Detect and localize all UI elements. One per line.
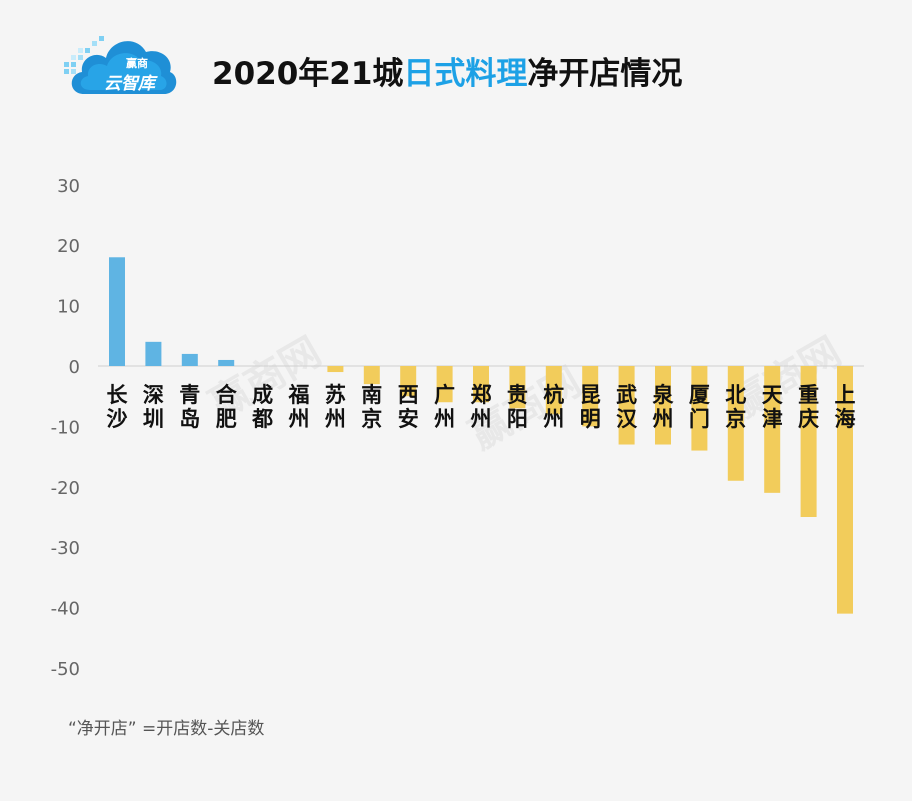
category-label: 深圳 (143, 383, 164, 431)
logo-text-bottom: 云智库 (104, 74, 155, 94)
category-label: 厦门 (689, 383, 710, 431)
bar-重庆 (800, 366, 817, 517)
bar-长沙 (109, 257, 125, 366)
bar-郑州 (473, 366, 489, 403)
category-label: 南京 (361, 383, 382, 431)
category-label: 天津 (762, 383, 784, 431)
category-label: 西安 (398, 383, 419, 431)
title-prefix: 2020年21城 (212, 56, 404, 92)
bar-广州 (436, 366, 453, 403)
title-suffix: 净开店情况 (527, 56, 683, 92)
y-tick-label: 0 (69, 357, 80, 378)
category-label: 昆明 (580, 383, 601, 431)
category-label: 上海 (835, 383, 856, 431)
category-label: 杭州 (543, 383, 564, 431)
y-tick-label: -10 (51, 417, 80, 438)
category-label: 泉州 (653, 383, 675, 431)
bar-厦门 (691, 366, 708, 451)
y-tick-label: -50 (51, 659, 80, 680)
category-label: 郑州 (471, 383, 492, 431)
category-label: 广州 (434, 383, 455, 431)
bar-合肥 (218, 359, 235, 366)
bar-深圳 (145, 341, 162, 366)
bar-武汉 (618, 366, 635, 445)
bar-昆明 (582, 366, 599, 427)
bar-泉州 (655, 366, 671, 445)
bar-北京 (727, 366, 744, 481)
bar-南京 (363, 366, 380, 385)
bar-青岛 (181, 353, 198, 366)
bar-西安 (400, 366, 417, 397)
category-label: 合肥 (216, 383, 238, 431)
category-label: 青岛 (179, 383, 200, 431)
category-label: 北京 (725, 383, 746, 431)
chart-title: 2020年21城日式料理净开店情况 (212, 48, 682, 93)
category-label: 长沙 (107, 383, 129, 431)
category-label: 苏州 (325, 383, 346, 431)
y-tick-label: -20 (51, 478, 80, 499)
category-label: 贵阳 (507, 383, 528, 431)
category-label: 成都 (251, 383, 273, 431)
bar-苏州 (327, 366, 344, 373)
footnote: “净开店” =开店数-关店数 (68, 719, 265, 739)
bar-上海 (837, 366, 853, 614)
brand-logo (64, 36, 177, 94)
bar-杭州 (545, 366, 562, 415)
category-label: 重庆 (798, 383, 819, 431)
category-label: 福州 (288, 383, 310, 431)
bar-贵阳 (509, 366, 526, 409)
logo-text-top: 赢商 (126, 57, 148, 70)
category-label: 武汉 (616, 383, 638, 431)
title-highlight: 日式料理 (403, 56, 528, 92)
y-tick-label: -40 (51, 599, 80, 620)
y-tick-label: -30 (51, 538, 80, 559)
y-tick-label: 20 (57, 236, 80, 257)
y-tick-label: 30 (57, 176, 80, 197)
y-tick-label: 10 (57, 297, 80, 318)
bar-天津 (764, 366, 781, 493)
